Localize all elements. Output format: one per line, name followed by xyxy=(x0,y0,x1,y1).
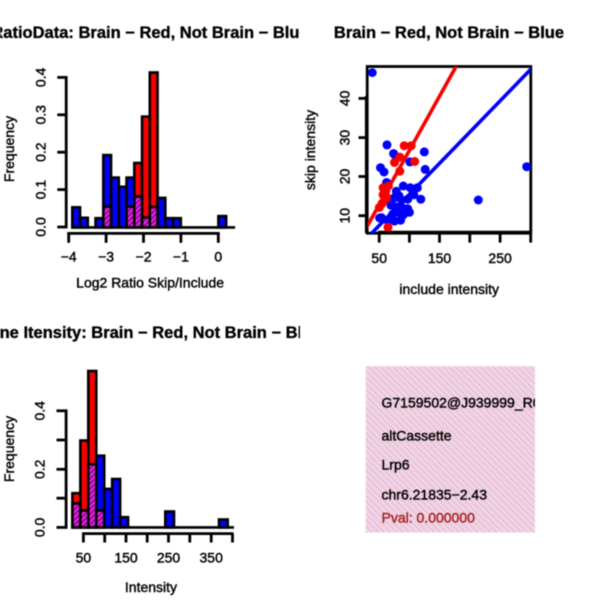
svg-text:0.4: 0.4 xyxy=(32,401,48,421)
svg-text:−4: −4 xyxy=(61,248,77,264)
svg-text:0.0: 0.0 xyxy=(33,217,49,237)
svg-text:chr6.21835−2.43: chr6.21835−2.43 xyxy=(382,486,488,502)
svg-text:Intensity: Intensity xyxy=(125,579,177,595)
svg-text:0.2: 0.2 xyxy=(33,142,49,162)
svg-text:0: 0 xyxy=(214,248,222,264)
svg-text:350: 350 xyxy=(200,550,224,566)
svg-text:include intensity: include intensity xyxy=(399,281,499,297)
svg-text:0.4: 0.4 xyxy=(33,67,49,87)
svg-text:−3: −3 xyxy=(98,248,114,264)
svg-text:Brain − Red, Not Brain − Blue: Brain − Red, Not Brain − Blue xyxy=(334,24,564,42)
svg-text:Frequency: Frequency xyxy=(1,416,17,482)
svg-text:30: 30 xyxy=(337,130,353,146)
svg-text:G7159502@J939999_R00329: G7159502@J939999_R00329 xyxy=(382,395,572,411)
svg-text:40: 40 xyxy=(337,90,353,106)
svg-text:0.1: 0.1 xyxy=(33,180,49,200)
svg-text:altCassette: altCassette xyxy=(382,428,452,444)
svg-text:Frequency: Frequency xyxy=(1,116,17,182)
svg-text:0.0: 0.0 xyxy=(32,517,48,537)
svg-text:skip intensity: skip intensity xyxy=(302,110,318,190)
svg-text:10: 10 xyxy=(337,208,353,224)
svg-text:20: 20 xyxy=(337,169,353,185)
svg-text:−2: −2 xyxy=(136,248,152,264)
svg-text:0.3: 0.3 xyxy=(33,105,49,125)
svg-text:0.2: 0.2 xyxy=(32,459,48,479)
svg-text:−1: −1 xyxy=(173,248,189,264)
svg-text:Log2 Ratio Skip/Include: Log2 Ratio Skip/Include xyxy=(76,275,224,291)
svg-text:RatioData: Brain − Red, Not Br: RatioData: Brain − Red, Not Brain − Blue xyxy=(0,24,309,42)
svg-text:Lrp6: Lrp6 xyxy=(382,456,410,472)
svg-text:Gene Itensity: Brain − Red, No: Gene Itensity: Brain − Red, Not Brain − … xyxy=(0,324,321,342)
svg-text:50: 50 xyxy=(76,550,92,566)
svg-text:150: 150 xyxy=(114,550,138,566)
svg-text:50: 50 xyxy=(371,250,387,266)
svg-text:250: 250 xyxy=(488,250,512,266)
svg-text:150: 150 xyxy=(428,250,452,266)
svg-text:250: 250 xyxy=(157,550,181,566)
svg-text:Pval: 0.000000: Pval: 0.000000 xyxy=(382,510,476,526)
